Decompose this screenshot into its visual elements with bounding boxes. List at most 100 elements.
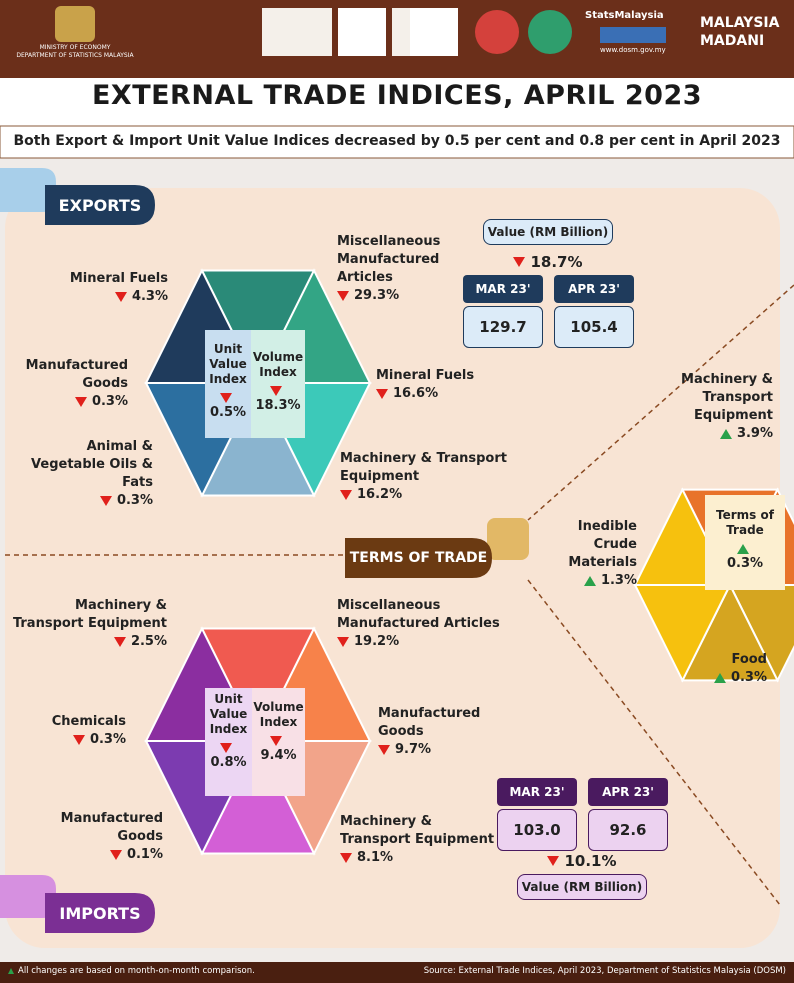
change-arrow — [337, 636, 349, 647]
change-value: 2.5% — [130, 634, 167, 649]
social-icons — [600, 27, 666, 43]
item-name: Manufactured Goods — [378, 706, 481, 739]
item-change: 9.7% — [378, 741, 488, 759]
website: www.dosm.gov.my — [600, 46, 666, 54]
item-name: Food — [731, 652, 767, 667]
imports-tab — [45, 893, 155, 933]
logo — [262, 8, 332, 56]
change-arrow — [378, 744, 390, 755]
index-label: Unit Value Index — [209, 692, 248, 736]
index-arrow — [710, 541, 780, 556]
trade-item: Miscellaneous Manufactured Articles 19.2% — [337, 597, 512, 651]
index-change: 0.3% — [726, 556, 764, 571]
item-name: Miscellaneous Manufactured Articles — [337, 234, 441, 285]
value-change: 18.7% — [463, 252, 633, 272]
index-column: Terms of Trade 0.3% — [710, 508, 780, 571]
index-column: Volume Index 18.3% — [251, 350, 305, 413]
title: EXTERNAL TRADE INDICES, APRIL 2023 — [91, 80, 703, 111]
change-arrow — [376, 388, 388, 399]
change-value: 0.1% — [126, 847, 163, 862]
change-value: 0.3% — [89, 732, 126, 747]
change-value: 0.3% — [730, 670, 767, 685]
change-arrow — [72, 734, 85, 745]
item-change: 8.1% — [340, 849, 505, 867]
logo — [475, 10, 519, 54]
change-arrow — [219, 392, 232, 403]
badge-bottom: MADANI — [700, 33, 765, 49]
item-name: Mineral Fuels — [69, 271, 168, 286]
change-arrow — [113, 636, 126, 647]
index-label: Volume Index — [252, 350, 304, 379]
index-change: 18.3% — [255, 398, 301, 413]
value-label: Value (RM Billion) — [483, 219, 613, 245]
tot-tab — [345, 538, 492, 578]
index-change: 0.5% — [209, 405, 247, 420]
exports-tab — [45, 185, 155, 225]
value-change: 10.1% — [497, 851, 667, 871]
change-value: 3.9% — [736, 426, 773, 441]
item-change: 4.3% — [68, 288, 168, 306]
index-column: Volume Index 9.4% — [252, 700, 305, 763]
sdg-logo — [528, 10, 572, 54]
change-value: 18.7% — [530, 253, 583, 271]
center-panel — [251, 330, 305, 438]
change-arrow — [109, 849, 122, 860]
change-arrow — [713, 672, 726, 683]
change-value: 16.2% — [357, 487, 403, 502]
divider — [527, 579, 781, 906]
footer-source: Source: External Trade Indices, April 20… — [423, 966, 786, 976]
ministry: MINISTRY OF ECONOMY — [39, 44, 111, 51]
change-arrow — [736, 543, 749, 554]
arrow-icon — [8, 967, 14, 974]
period-label: APR 23' — [554, 275, 634, 303]
index-arrow — [205, 740, 252, 755]
period-label: MAR 23' — [463, 275, 543, 303]
change-value: 10.1% — [564, 852, 617, 870]
item-change: 16.2% — [340, 486, 510, 504]
change-value: 0.3% — [91, 394, 128, 409]
item-change: 0.3% — [687, 669, 767, 687]
trade-item: Manufactured Goods 9.7% — [378, 705, 488, 759]
item-name: Machinery & Transport Equipment — [340, 814, 495, 847]
change-value: 0.3% — [116, 493, 153, 508]
period-value: 105.4 — [554, 306, 634, 348]
center-panel — [205, 688, 252, 796]
imports-label: IMPORTS — [59, 903, 141, 923]
change-value: 1.3% — [600, 573, 637, 588]
title-bar — [0, 78, 794, 126]
exports-label: EXPORTS — [58, 195, 142, 215]
trade-item: Chemicals 0.3% — [26, 713, 126, 749]
item-name: Chemicals — [51, 714, 126, 729]
item-name: Mineral Fuels — [376, 368, 475, 383]
change-value: 19.2% — [354, 634, 400, 649]
trade-item: Machinery & Transport Equipment 8.1% — [340, 813, 505, 867]
index-change: 0.8% — [210, 755, 247, 770]
tot-label: TERMS OF TRADE — [349, 550, 488, 566]
tot-tab-deco — [487, 518, 529, 560]
item-name: Manufactured Goods — [25, 358, 128, 391]
footer-note: All changes are based on month-on-month … — [8, 966, 255, 976]
change-value: 9.7% — [395, 742, 432, 757]
change-arrow — [270, 735, 282, 746]
change-arrow — [547, 856, 560, 866]
change-arrow — [583, 575, 596, 586]
department: DEPARTMENT OF STATISTICS MALAYSIA — [16, 52, 134, 59]
index-arrow — [205, 390, 251, 405]
imports-tab-deco — [0, 875, 56, 918]
item-change: 0.3% — [23, 492, 153, 510]
change-value: 16.6% — [393, 386, 439, 401]
index-change: 9.4% — [260, 748, 297, 763]
change-arrow — [337, 290, 349, 301]
item-change: 1.3% — [557, 572, 637, 590]
trade-item: Animal & Vegetable Oils & Fats 0.3% — [23, 438, 153, 510]
trade-item: Miscellaneous Manufactured Articles 29.3% — [337, 233, 452, 305]
index-column: Unit Value Index 0.8% — [205, 692, 252, 770]
exports-tab-deco — [0, 168, 56, 212]
hexagon-segment — [633, 584, 732, 683]
item-name: Machinery & Transport Equipment — [681, 372, 773, 423]
trade-item: Machinery & Transport Equipment 2.5% — [7, 597, 167, 651]
index-arrow — [251, 383, 305, 398]
item-name: Animal & Vegetable Oils & Fats — [31, 439, 153, 490]
center-panel — [205, 330, 251, 438]
